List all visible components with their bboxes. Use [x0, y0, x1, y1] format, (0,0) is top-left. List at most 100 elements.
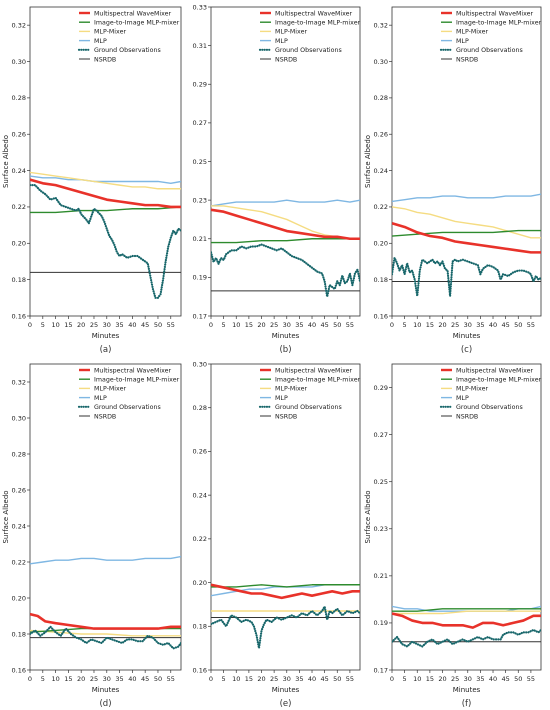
- y-tick-label: 0.16: [374, 312, 388, 320]
- series-line: [211, 243, 360, 298]
- series-line: [30, 206, 181, 214]
- y-tick-label: 0.20: [374, 240, 388, 248]
- y-tick-label: 0.22: [12, 558, 26, 566]
- x-tick-label: 30: [283, 675, 291, 683]
- x-tick-label: 50: [514, 321, 522, 329]
- legend-label: MLP-Mixer: [456, 386, 488, 393]
- x-tick-label: 20: [257, 321, 265, 329]
- x-tick-label: 35: [115, 675, 123, 683]
- y-tick-label: 0.18: [193, 623, 207, 631]
- x-tick-label: 35: [295, 675, 303, 683]
- series-line: [392, 610, 541, 615]
- y-tick-label: 0.31: [193, 42, 207, 50]
- x-tick-label: 55: [527, 675, 535, 683]
- x-tick-label: 40: [128, 675, 136, 683]
- legend-label: Ground Observations: [275, 47, 342, 54]
- x-tick-label: 55: [527, 321, 535, 329]
- x-tick-label: 40: [308, 675, 316, 683]
- legend-label: Multispectral WaveMixer: [94, 367, 172, 374]
- legend-label: MLP: [275, 38, 288, 45]
- series-line: [392, 222, 541, 254]
- y-tick-label: 0.22: [193, 535, 207, 543]
- series-line: [392, 206, 541, 239]
- legend-label: NSRDB: [456, 413, 478, 420]
- legend-label: NSRDB: [94, 56, 116, 63]
- y-tick-label: 0.28: [193, 404, 207, 412]
- legend-label: Ground Observations: [275, 404, 342, 411]
- x-tick-label: 20: [257, 675, 265, 683]
- panel-caption: (a): [100, 345, 112, 355]
- x-tick-label: 10: [232, 675, 240, 683]
- y-tick-label: 0.25: [193, 158, 207, 166]
- x-tick-label: 50: [154, 321, 162, 329]
- x-tick-label: 0: [209, 321, 213, 329]
- x-tick-label: 5: [41, 321, 45, 329]
- y-tick-label: 0.26: [12, 486, 26, 494]
- y-tick-label: 0.28: [12, 94, 26, 102]
- x-tick-label: 45: [502, 321, 510, 329]
- x-tick-label: 10: [413, 321, 421, 329]
- y-tick-label: 0.27: [374, 431, 388, 439]
- x-tick-label: 40: [489, 321, 497, 329]
- x-tick-label: 50: [154, 675, 162, 683]
- series-line: [392, 612, 541, 629]
- y-tick-label: 0.24: [12, 167, 26, 175]
- y-tick-label: 0.23: [193, 196, 207, 204]
- x-tick-label: 45: [141, 321, 149, 329]
- y-tick-label: 0.26: [12, 131, 26, 139]
- x-tick-label: 45: [321, 675, 329, 683]
- y-axis-label: Surface Albedo: [364, 490, 372, 543]
- plot-area: [29, 6, 182, 317]
- panel-caption: (d): [99, 699, 111, 709]
- x-axis-label: Minutes: [453, 686, 481, 694]
- x-tick-label: 30: [283, 321, 291, 329]
- series-line: [30, 555, 181, 565]
- series-line: [211, 584, 360, 588]
- y-tick-label: 0.30: [193, 360, 207, 368]
- y-tick-label: 0.29: [374, 384, 388, 392]
- y-tick-label: 0.16: [193, 666, 207, 674]
- y-tick-label: 0.26: [374, 131, 388, 139]
- y-axis-label: Surface Albedo: [2, 135, 10, 188]
- x-tick-label: 20: [77, 321, 85, 329]
- legend-label: NSRDB: [456, 56, 478, 63]
- y-tick-label: 0.30: [12, 58, 26, 66]
- plot-area: [210, 6, 361, 317]
- series-line: [30, 175, 181, 185]
- series-line: [392, 608, 541, 612]
- legend-label: Multispectral WaveMixer: [275, 367, 353, 374]
- y-tick-label: 0.27: [193, 119, 207, 127]
- x-tick-label: 55: [167, 675, 175, 683]
- chart-panel: 0 5 10 15 20 25 30 35 40 45 50 55 0.17 0.19 0.21 0.23 0.…: [193, 3, 361, 355]
- series-line: [30, 612, 181, 630]
- x-tick-label: 25: [451, 675, 459, 683]
- x-tick-label: 40: [308, 321, 316, 329]
- legend-label: Image-to-Image MLP-mixer: [275, 377, 361, 384]
- panel-caption: (b): [279, 345, 291, 355]
- x-axis-label: Minutes: [92, 686, 120, 694]
- series-line: [211, 199, 360, 207]
- legend: Multispectral WaveMixer Image-to-Image ML…: [258, 10, 361, 63]
- x-tick-label: 0: [390, 321, 394, 329]
- x-tick-label: 5: [222, 321, 226, 329]
- y-tick-label: 0.16: [12, 666, 26, 674]
- series-group: [392, 605, 541, 648]
- y-tick-label: 0.22: [12, 203, 26, 211]
- y-tick-label: 0.28: [374, 94, 388, 102]
- x-tick-label: 30: [464, 321, 472, 329]
- y-tick-label: 0.30: [374, 58, 388, 66]
- x-tick-label: 10: [51, 321, 59, 329]
- plot-area: [391, 363, 542, 671]
- x-tick-label: 40: [128, 321, 136, 329]
- x-tick-label: 55: [346, 321, 354, 329]
- y-tick-label: 0.21: [374, 572, 388, 580]
- x-tick-label: 35: [476, 675, 484, 683]
- chart-panel: 0 5 10 15 20 25 30 35 40 45 50 55 0.16 0.18 0.20 0.22 0.…: [2, 363, 182, 709]
- series-line: [211, 605, 360, 650]
- series-line: [211, 208, 360, 241]
- series-line: [30, 184, 181, 299]
- x-tick-label: 45: [321, 321, 329, 329]
- y-tick-label: 0.32: [12, 21, 26, 29]
- legend-label: MLP: [94, 38, 107, 45]
